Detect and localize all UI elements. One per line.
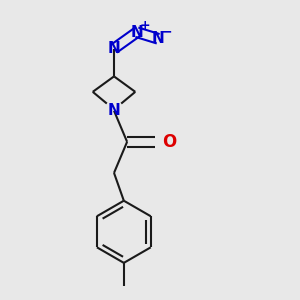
Text: N: N [108,103,120,118]
Text: −: − [160,25,172,39]
Text: N: N [130,25,143,40]
Text: N: N [108,41,120,56]
Text: +: + [140,19,150,32]
Text: O: O [162,133,176,151]
Text: N: N [152,31,165,46]
